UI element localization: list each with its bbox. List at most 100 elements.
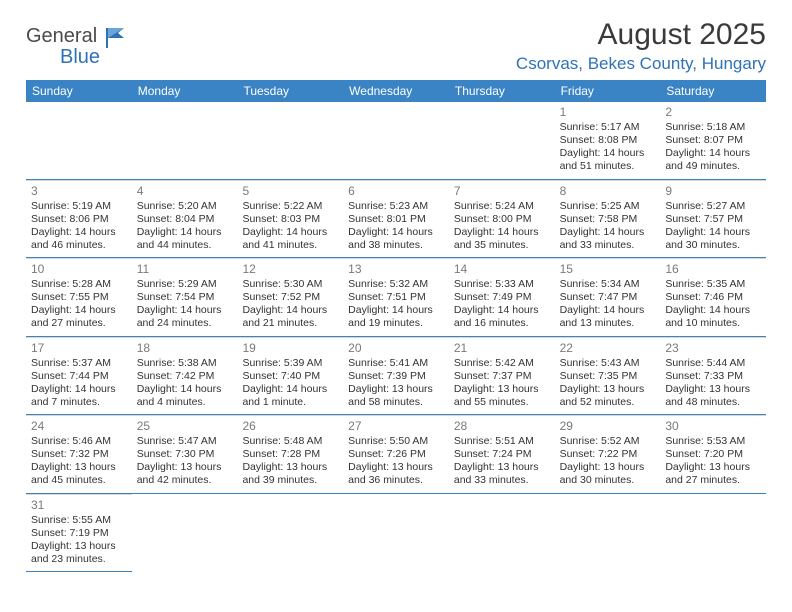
sunrise-text: Sunrise: 5:35 AM <box>665 278 761 291</box>
daylight-text: Daylight: 13 hours and 58 minutes. <box>348 383 444 409</box>
sunset-text: Sunset: 8:03 PM <box>242 213 338 226</box>
daylight-text: Daylight: 14 hours and 46 minutes. <box>31 226 127 252</box>
day-number: 27 <box>348 419 444 434</box>
sunset-text: Sunset: 7:32 PM <box>31 448 127 461</box>
day-number: 15 <box>560 262 656 277</box>
calendar-day-cell: 16Sunrise: 5:35 AMSunset: 7:46 PMDayligh… <box>660 258 766 336</box>
sunset-text: Sunset: 7:28 PM <box>242 448 338 461</box>
page-title: August 2025 <box>516 18 766 52</box>
calendar-day-cell: 28Sunrise: 5:51 AMSunset: 7:24 PMDayligh… <box>449 415 555 493</box>
daylight-text: Daylight: 14 hours and 16 minutes. <box>454 304 550 330</box>
calendar-empty-cell <box>237 102 343 179</box>
calendar-day-cell: 6Sunrise: 5:23 AMSunset: 8:01 PMDaylight… <box>343 180 449 258</box>
sunrise-text: Sunrise: 5:34 AM <box>560 278 656 291</box>
calendar-day-cell: 2Sunrise: 5:18 AMSunset: 8:07 PMDaylight… <box>660 102 766 179</box>
calendar-empty-cell <box>132 494 238 573</box>
daylight-text: Daylight: 13 hours and 48 minutes. <box>665 383 761 409</box>
daylight-text: Daylight: 13 hours and 27 minutes. <box>665 461 761 487</box>
daylight-text: Daylight: 13 hours and 42 minutes. <box>137 461 233 487</box>
logo-text: General Blue <box>26 26 100 68</box>
calendar-empty-cell <box>449 102 555 179</box>
sunset-text: Sunset: 7:47 PM <box>560 291 656 304</box>
day-number: 25 <box>137 419 233 434</box>
calendar-day-cell: 30Sunrise: 5:53 AMSunset: 7:20 PMDayligh… <box>660 415 766 493</box>
sunset-text: Sunset: 7:51 PM <box>348 291 444 304</box>
sunrise-text: Sunrise: 5:17 AM <box>560 121 656 134</box>
day-number: 7 <box>454 184 550 199</box>
day-number: 21 <box>454 341 550 356</box>
sunrise-text: Sunrise: 5:25 AM <box>560 200 656 213</box>
calendar-empty-cell <box>449 494 555 573</box>
calendar-day-cell: 19Sunrise: 5:39 AMSunset: 7:40 PMDayligh… <box>237 337 343 415</box>
calendar-day-cell: 20Sunrise: 5:41 AMSunset: 7:39 PMDayligh… <box>343 337 449 415</box>
day-number: 26 <box>242 419 338 434</box>
day-number: 23 <box>665 341 761 356</box>
daylight-text: Daylight: 14 hours and 7 minutes. <box>31 383 127 409</box>
sunrise-text: Sunrise: 5:51 AM <box>454 435 550 448</box>
header: General Blue August 2025 Csorvas, Bekes … <box>26 18 766 74</box>
calendar-body: 1Sunrise: 5:17 AMSunset: 8:08 PMDaylight… <box>26 102 766 572</box>
sunset-text: Sunset: 7:39 PM <box>348 370 444 383</box>
daylight-text: Daylight: 14 hours and 49 minutes. <box>665 147 761 173</box>
day-number: 8 <box>560 184 656 199</box>
sunrise-text: Sunrise: 5:18 AM <box>665 121 761 134</box>
sunrise-text: Sunrise: 5:29 AM <box>137 278 233 291</box>
day-number: 17 <box>31 341 127 356</box>
calendar-day-cell: 14Sunrise: 5:33 AMSunset: 7:49 PMDayligh… <box>449 258 555 336</box>
sunset-text: Sunset: 7:30 PM <box>137 448 233 461</box>
logo-text-part1: General <box>26 25 97 47</box>
calendar-empty-cell <box>132 102 238 179</box>
daylight-text: Daylight: 14 hours and 21 minutes. <box>242 304 338 330</box>
daylight-text: Daylight: 13 hours and 30 minutes. <box>560 461 656 487</box>
sunrise-text: Sunrise: 5:47 AM <box>137 435 233 448</box>
calendar-day-cell: 3Sunrise: 5:19 AMSunset: 8:06 PMDaylight… <box>26 180 132 258</box>
sunrise-text: Sunrise: 5:42 AM <box>454 357 550 370</box>
sunrise-text: Sunrise: 5:27 AM <box>665 200 761 213</box>
sunset-text: Sunset: 7:37 PM <box>454 370 550 383</box>
daylight-text: Daylight: 13 hours and 39 minutes. <box>242 461 338 487</box>
calendar-empty-cell <box>26 102 132 179</box>
day-number: 20 <box>348 341 444 356</box>
sunrise-text: Sunrise: 5:43 AM <box>560 357 656 370</box>
daylight-text: Daylight: 13 hours and 33 minutes. <box>454 461 550 487</box>
day-number: 10 <box>31 262 127 277</box>
calendar-day-cell: 22Sunrise: 5:43 AMSunset: 7:35 PMDayligh… <box>555 337 661 415</box>
calendar-header-row: SundayMondayTuesdayWednesdayThursdayFrid… <box>26 80 766 102</box>
sunrise-text: Sunrise: 5:41 AM <box>348 357 444 370</box>
calendar-day-cell: 7Sunrise: 5:24 AMSunset: 8:00 PMDaylight… <box>449 180 555 258</box>
sunset-text: Sunset: 7:33 PM <box>665 370 761 383</box>
sunrise-text: Sunrise: 5:28 AM <box>31 278 127 291</box>
sunrise-text: Sunrise: 5:46 AM <box>31 435 127 448</box>
sunrise-text: Sunrise: 5:50 AM <box>348 435 444 448</box>
location-subtitle: Csorvas, Bekes County, Hungary <box>516 54 766 74</box>
calendar-week: 31Sunrise: 5:55 AMSunset: 7:19 PMDayligh… <box>26 494 766 573</box>
sunset-text: Sunset: 7:20 PM <box>665 448 761 461</box>
calendar-day-cell: 21Sunrise: 5:42 AMSunset: 7:37 PMDayligh… <box>449 337 555 415</box>
daylight-text: Daylight: 14 hours and 10 minutes. <box>665 304 761 330</box>
daylight-text: Daylight: 13 hours and 55 minutes. <box>454 383 550 409</box>
sunrise-text: Sunrise: 5:44 AM <box>665 357 761 370</box>
sunrise-text: Sunrise: 5:32 AM <box>348 278 444 291</box>
calendar-day-cell: 31Sunrise: 5:55 AMSunset: 7:19 PMDayligh… <box>26 494 132 573</box>
calendar: SundayMondayTuesdayWednesdayThursdayFrid… <box>26 80 766 572</box>
sunrise-text: Sunrise: 5:23 AM <box>348 200 444 213</box>
sunset-text: Sunset: 8:06 PM <box>31 213 127 226</box>
sunset-text: Sunset: 8:07 PM <box>665 134 761 147</box>
sunset-text: Sunset: 8:00 PM <box>454 213 550 226</box>
calendar-day-cell: 10Sunrise: 5:28 AMSunset: 7:55 PMDayligh… <box>26 258 132 336</box>
sunset-text: Sunset: 8:04 PM <box>137 213 233 226</box>
day-number: 28 <box>454 419 550 434</box>
sunrise-text: Sunrise: 5:38 AM <box>137 357 233 370</box>
sunset-text: Sunset: 7:26 PM <box>348 448 444 461</box>
calendar-header-cell: Wednesday <box>343 80 449 102</box>
daylight-text: Daylight: 13 hours and 45 minutes. <box>31 461 127 487</box>
day-number: 16 <box>665 262 761 277</box>
calendar-day-cell: 29Sunrise: 5:52 AMSunset: 7:22 PMDayligh… <box>555 415 661 493</box>
day-number: 22 <box>560 341 656 356</box>
day-number: 31 <box>31 498 127 513</box>
sunset-text: Sunset: 8:01 PM <box>348 213 444 226</box>
calendar-header-cell: Monday <box>132 80 238 102</box>
calendar-header-cell: Thursday <box>449 80 555 102</box>
calendar-day-cell: 18Sunrise: 5:38 AMSunset: 7:42 PMDayligh… <box>132 337 238 415</box>
calendar-day-cell: 13Sunrise: 5:32 AMSunset: 7:51 PMDayligh… <box>343 258 449 336</box>
